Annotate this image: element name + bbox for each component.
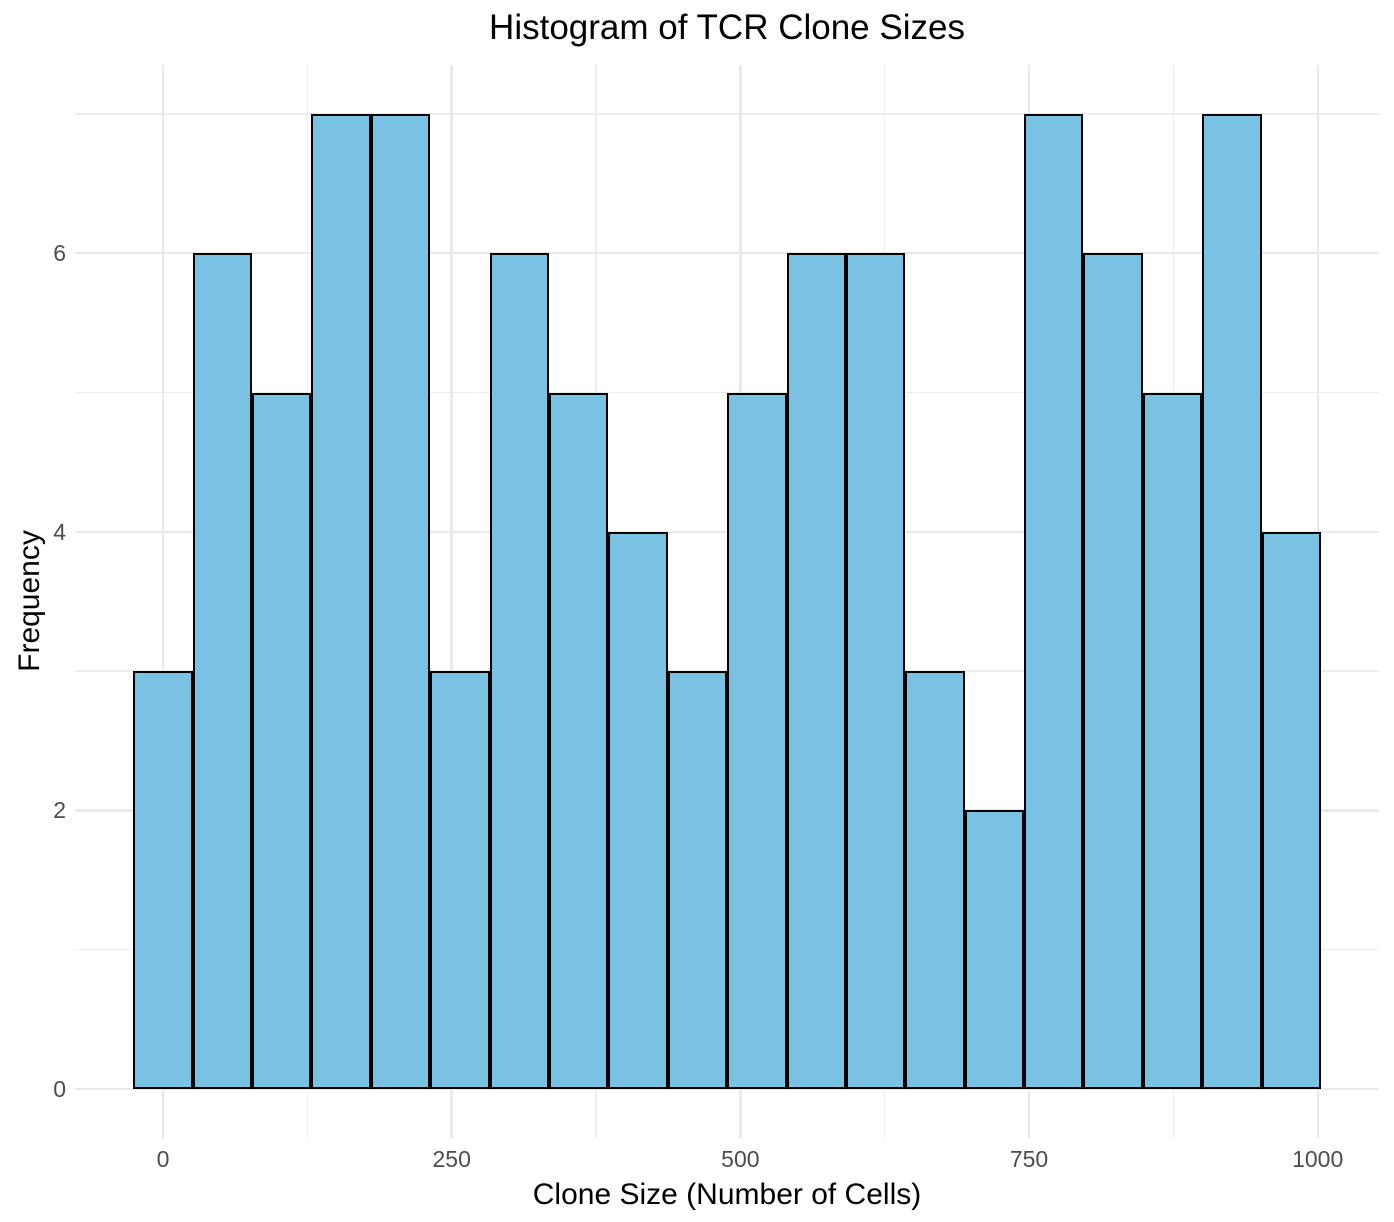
histogram-bar-9: [608, 531, 668, 1089]
gridline-y-major-0: [75, 1087, 1379, 1091]
histogram-bar-3: [252, 392, 312, 1089]
plot-panel: [75, 65, 1379, 1138]
x-tick-label-0: 0: [156, 1146, 170, 1172]
histogram-bar-1: [133, 671, 193, 1089]
chart-title: Histogram of TCR Clone Sizes: [489, 8, 965, 47]
histogram-bar-14: [905, 671, 965, 1089]
x-axis-title: Clone Size (Number of Cells): [532, 1178, 922, 1211]
gridline-x-major-250: [450, 65, 453, 1138]
histogram-bar-16: [1024, 113, 1084, 1089]
histogram-bar-17: [1083, 253, 1143, 1089]
histogram-bar-15: [964, 810, 1025, 1089]
gridline-x-major-0: [161, 65, 165, 1138]
histogram-bar-5: [370, 113, 431, 1089]
histogram-bar-4: [311, 113, 371, 1089]
histogram-bar-12: [786, 253, 846, 1089]
gridline-y-minor-5: [75, 391, 1379, 394]
histogram-bar-19: [1202, 113, 1262, 1089]
gridline-y-minor-7: [75, 113, 1379, 115]
x-tick-label-750: 750: [1009, 1146, 1049, 1172]
gridline-y-major-4: [75, 530, 1379, 533]
histogram-bar-8: [549, 392, 609, 1089]
histogram-bar-6: [430, 671, 490, 1089]
histogram-bar-20: [1261, 531, 1321, 1089]
y-tick-label-4: 4: [53, 518, 66, 545]
x-tick-label-500: 500: [721, 1146, 760, 1172]
x-tick-label-250: 250: [432, 1146, 471, 1172]
x-tick-label-1000: 1000: [1292, 1146, 1344, 1172]
histogram-bar-2: [192, 253, 253, 1089]
histogram-bar-11: [727, 392, 787, 1089]
histogram-bar-7: [489, 253, 549, 1089]
y-tick-label-0: 0: [53, 1076, 66, 1102]
histogram-bar-10: [667, 671, 728, 1089]
histogram-bar-18: [1142, 392, 1203, 1089]
y-tick-label-2: 2: [53, 797, 66, 824]
y-tick-label-6: 6: [53, 240, 66, 267]
histogram-bar-13: [845, 253, 906, 1089]
gridline-y-major-6: [75, 252, 1379, 255]
